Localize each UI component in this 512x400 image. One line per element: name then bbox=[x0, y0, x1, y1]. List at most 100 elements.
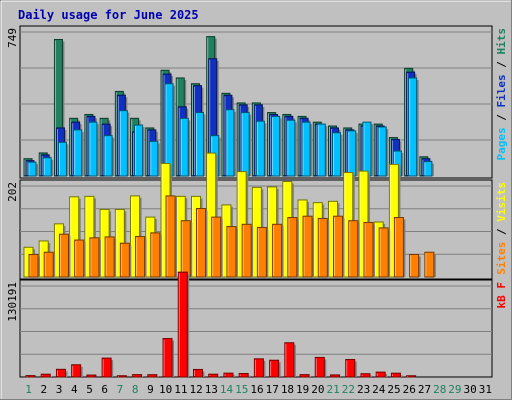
bar-bottom-kb-f-day-19 bbox=[299, 374, 312, 378]
bar-top-pages-day-27 bbox=[423, 161, 434, 177]
x-tick-label-day-21: 21 bbox=[327, 383, 340, 396]
bar-middle-sites-day-17 bbox=[272, 223, 284, 278]
bar-top-pages-day-17 bbox=[271, 115, 282, 177]
x-tick-label-day-25: 25 bbox=[387, 383, 400, 396]
x-tick-label-day-6: 6 bbox=[101, 383, 108, 396]
bar-top-pages-day-7 bbox=[118, 110, 130, 177]
bar-bottom-kb-f-day-22 bbox=[345, 359, 357, 378]
x-tick-label-day-24: 24 bbox=[372, 383, 386, 396]
x-tick-label-day-17: 17 bbox=[266, 383, 279, 396]
x-tick-label-day-1: 1 bbox=[25, 383, 32, 396]
bar-middle-sites-day-16 bbox=[256, 226, 269, 278]
bar-bottom-kb-f-day-4 bbox=[71, 364, 83, 378]
x-tick-label-day-22: 22 bbox=[342, 383, 355, 396]
bar-middle-sites-day-8 bbox=[135, 235, 147, 278]
bar-middle-sites-day-11 bbox=[180, 220, 193, 278]
bar-bottom-kb-f-day-17 bbox=[269, 359, 281, 378]
x-tick-label-day-5: 5 bbox=[86, 383, 93, 396]
x-tick-label-day-27: 27 bbox=[418, 383, 431, 396]
bar-top-pages-day-22 bbox=[347, 130, 358, 177]
bar-middle-sites-day-5 bbox=[89, 237, 101, 278]
panel-top: 749 Pages / Files / Hits bbox=[6, 25, 508, 179]
bar-middle-sites-day-1 bbox=[28, 253, 40, 278]
bar-top-pages-day-20 bbox=[316, 123, 328, 177]
bar-bottom-kb-f-day-26 bbox=[406, 375, 417, 378]
panel-top-max-label: 749 bbox=[6, 28, 19, 48]
x-tick-label-day-10: 10 bbox=[159, 383, 172, 396]
panel-middle: 202 Sites / Visits bbox=[6, 152, 508, 280]
bar-middle-sites-day-27 bbox=[424, 251, 436, 278]
bar-middle-sites-day-4 bbox=[74, 239, 86, 278]
bar-middle-sites-day-26 bbox=[409, 253, 421, 278]
x-tick-label-day-4: 4 bbox=[71, 383, 78, 396]
bar-top-pages-day-19 bbox=[301, 121, 313, 177]
x-tick-label-day-14: 14 bbox=[220, 383, 234, 396]
bar-middle-sites-day-6 bbox=[104, 236, 117, 278]
bar-top-pages-day-16 bbox=[255, 120, 267, 177]
bar-bottom-kb-f-day-1 bbox=[25, 375, 36, 378]
bar-top-pages-day-1 bbox=[27, 161, 38, 177]
panel-bottom-max-label: 130191 bbox=[6, 282, 19, 322]
bar-top-pages-day-9 bbox=[149, 140, 160, 177]
bar-top-pages-day-18 bbox=[286, 119, 297, 177]
bar-bottom-kb-f-day-18 bbox=[284, 342, 296, 378]
bar-middle-sites-day-14 bbox=[226, 226, 238, 278]
x-tick-label-day-30: 30 bbox=[464, 383, 477, 396]
x-tick-label-day-23: 23 bbox=[357, 383, 370, 396]
x-tick-label-day-9: 9 bbox=[147, 383, 154, 396]
bar-bottom-kb-f-day-25 bbox=[390, 372, 403, 378]
x-tick-label-day-19: 19 bbox=[296, 383, 309, 396]
bar-bottom-kb-f-day-9 bbox=[147, 374, 159, 378]
bar-bottom-kb-f-day-14 bbox=[223, 372, 235, 378]
panel-middle-max-label: 202 bbox=[6, 182, 19, 202]
x-tick-label-day-12: 12 bbox=[189, 383, 202, 396]
bar-top-pages-day-12 bbox=[194, 112, 206, 177]
bar-bottom-kb-f-day-12 bbox=[192, 368, 205, 378]
x-tick-label-day-31: 31 bbox=[479, 383, 492, 396]
bar-middle-sites-day-25 bbox=[393, 217, 406, 278]
bar-top-pages-day-6 bbox=[103, 135, 115, 177]
bar-top-pages-day-21 bbox=[332, 132, 343, 177]
bar-middle-sites-day-10 bbox=[165, 195, 178, 278]
bar-bottom-kb-f-day-5 bbox=[86, 374, 97, 378]
bar-middle-sites-day-3 bbox=[58, 233, 71, 278]
bar-middle-sites-day-18 bbox=[287, 217, 299, 278]
bar-top-pages-day-26 bbox=[408, 77, 419, 177]
bar-bottom-kb-f-day-3 bbox=[55, 368, 68, 378]
bar-top-pages-day-15 bbox=[240, 112, 252, 177]
bar-bottom-kb-f-day-2 bbox=[40, 373, 53, 378]
x-tick-label-day-7: 7 bbox=[117, 383, 124, 396]
bar-bottom-kb-f-day-7 bbox=[116, 375, 127, 378]
x-tick-label-day-28: 28 bbox=[433, 383, 446, 396]
x-tick-label-day-13: 13 bbox=[205, 383, 218, 396]
bar-bottom-kb-f-day-8 bbox=[132, 374, 144, 378]
bar-top-pages-day-4 bbox=[73, 129, 84, 177]
bar-middle-sites-day-15 bbox=[241, 223, 254, 278]
panel-top-legend: Pages / Files / Hits bbox=[495, 28, 508, 161]
x-tick-label-day-16: 16 bbox=[250, 383, 263, 396]
x-tick-label-day-20: 20 bbox=[311, 383, 324, 396]
bar-top-pages-day-8 bbox=[134, 124, 145, 177]
bar-middle-sites-day-7 bbox=[119, 242, 132, 278]
bar-middle-sites-day-12 bbox=[195, 208, 208, 278]
bar-middle-sites-day-19 bbox=[302, 215, 315, 278]
bar-top-pages-day-24 bbox=[377, 126, 389, 177]
x-tick-label-day-11: 11 bbox=[174, 383, 187, 396]
bar-bottom-kb-f-day-10 bbox=[162, 338, 175, 378]
bar-middle-sites-day-20 bbox=[317, 217, 330, 278]
bar-middle-sites-day-13 bbox=[211, 216, 223, 278]
bar-bottom-kb-f-day-23 bbox=[360, 373, 372, 378]
x-tick-label-day-29: 29 bbox=[448, 383, 461, 396]
bar-bottom-kb-f-day-21 bbox=[330, 374, 342, 378]
bar-top-pages-day-5 bbox=[88, 121, 99, 177]
bar-middle-sites-day-9 bbox=[150, 232, 162, 278]
bar-middle-sites-day-23 bbox=[363, 221, 375, 278]
bar-bottom-kb-f-day-6 bbox=[101, 357, 114, 378]
x-tick-label-day-3: 3 bbox=[56, 383, 63, 396]
panel-bottom: 130191 kB F bbox=[6, 271, 508, 378]
bar-bottom-kb-f-day-13 bbox=[208, 373, 220, 378]
bar-middle-sites-day-22 bbox=[348, 220, 360, 278]
bar-top-pages-day-2 bbox=[42, 157, 54, 177]
x-tick-label-day-18: 18 bbox=[281, 383, 294, 396]
panel-middle-legend: Sites / Visits bbox=[495, 182, 508, 275]
